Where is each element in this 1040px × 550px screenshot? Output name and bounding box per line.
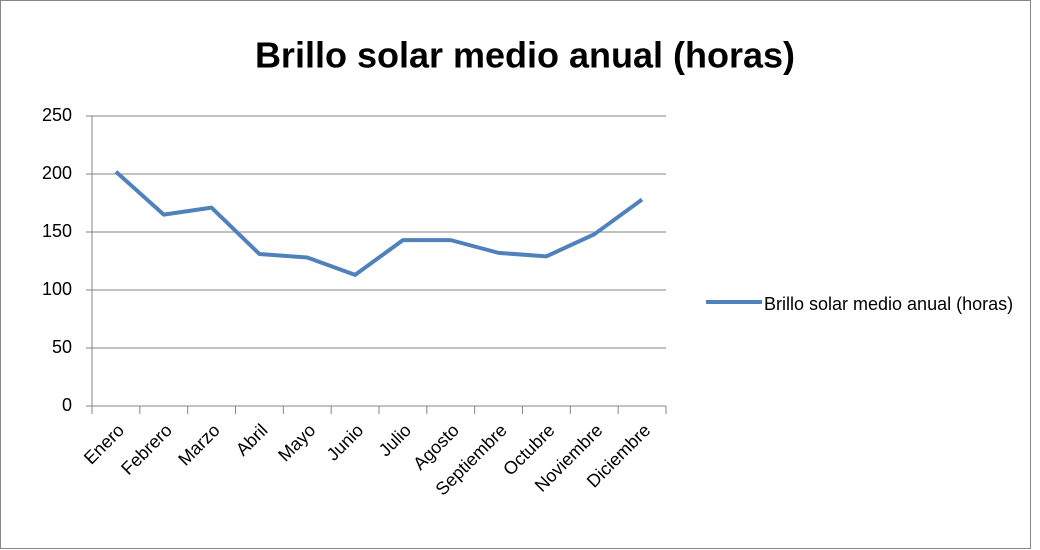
series-line (114, 170, 644, 277)
chart-title: Brillo solar medio anual (horas) (255, 35, 795, 76)
y-tick-label: 250 (42, 105, 72, 125)
y-tick-label: 50 (52, 337, 72, 357)
y-tick-label: 200 (42, 163, 72, 183)
y-tick-label: 100 (42, 279, 72, 299)
y-tick-label: 0 (62, 395, 72, 415)
y-tick-label: 150 (42, 221, 72, 241)
legend-label: Brillo solar medio anual (horas) (764, 294, 1014, 314)
